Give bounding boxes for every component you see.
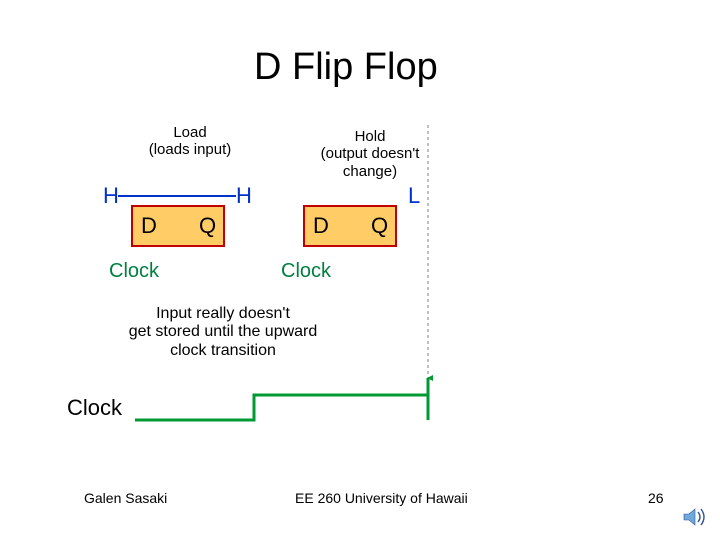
right-clock-label: Clock [281,260,331,283]
footer-course: EE 260 University of Hawaii [295,490,468,506]
speaker-icon [684,509,704,525]
left-D: D [141,213,157,239]
note-text: Input really doesn't get stored until th… [113,305,333,360]
right-Q: Q [371,213,388,239]
note-line2: get stored until the upward [129,323,318,340]
right-D: D [313,213,329,239]
load-label-line1: Load [173,124,206,141]
left-clock-label: Clock [109,260,159,283]
clock-waveform [135,395,428,420]
left-H-left: H [103,183,119,209]
footer-author: Galen Sasaki [84,490,167,506]
right-L: L [408,183,420,209]
slide-title: D Flip Flop [254,46,438,89]
left-H-right: H [236,183,252,209]
note-line3: clock transition [170,342,276,359]
load-label: Load (loads input) [135,124,245,159]
note-line1: Input really doesn't [156,305,290,322]
left-Q: Q [199,213,216,239]
hold-label-line2: (output doesn't [321,145,420,162]
waveform-clock-label: Clock [67,395,122,421]
footer-page-number: 26 [648,490,664,506]
hold-label-line1: Hold [355,128,386,145]
hold-label: Hold (output doesn't change) [305,128,435,180]
load-label-line2: (loads input) [149,141,232,158]
hold-label-line3: change) [343,163,397,180]
